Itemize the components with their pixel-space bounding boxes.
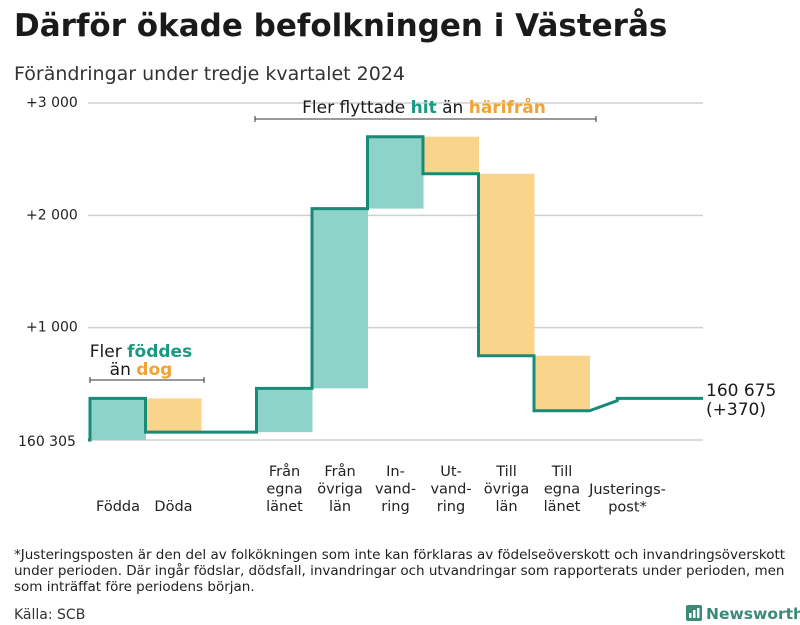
category-label-justering: Justerings- xyxy=(588,482,666,498)
brand-name: Newsworthy xyxy=(706,605,800,623)
births-annotation-line2: än dog xyxy=(110,360,173,380)
category-label-utvandring: vand- xyxy=(430,482,471,498)
footnote-line-1: *Justeringsposten är den del av folkökni… xyxy=(14,547,785,563)
category-label-invandring: ring xyxy=(381,499,409,515)
category-label-fran_ovriga: övriga xyxy=(317,482,363,498)
y-tick-label: +2 000 xyxy=(26,207,78,223)
category-label-justering: post* xyxy=(608,500,647,516)
bar-invandring xyxy=(367,136,424,209)
bar-utvandring xyxy=(423,136,479,174)
bar-till_ovriga xyxy=(478,173,535,356)
category-labels: Födda DödaFrånegnalänetFrånövrigalänIn-va… xyxy=(96,463,666,516)
category-label-utvandring: Ut- xyxy=(440,464,462,480)
migration-bracket xyxy=(254,116,597,122)
category-label-doda: Döda xyxy=(154,499,192,515)
migration-annotation-text: Fler flyttade hit än härifrån xyxy=(302,96,546,118)
bar-fran_egna xyxy=(256,388,313,433)
bars xyxy=(90,136,590,440)
category-label-till_egna: länet xyxy=(544,499,581,515)
footnote-line-2: under perioden. Där ingår födslar, dödsf… xyxy=(14,562,784,579)
bar-fodda xyxy=(90,398,146,440)
category-label-till_egna: Till xyxy=(551,464,573,480)
category-label-fran_egna: Från xyxy=(269,463,300,480)
footnote-line-3: som inträffat före periodens början. xyxy=(14,579,255,595)
category-label-till_egna: egna xyxy=(544,482,580,498)
y-tick-label: +3 000 xyxy=(26,95,78,111)
category-label-fodda: Födda xyxy=(96,499,140,515)
category-label-invandring: In- xyxy=(386,464,405,480)
source-label: Källa: SCB xyxy=(14,607,85,623)
cumulative-step-line xyxy=(88,135,703,442)
end-value-label: 160 675 xyxy=(706,381,776,401)
end-change-label: (+370) xyxy=(706,400,766,420)
category-label-till_ovriga: Till xyxy=(495,464,517,480)
bar-doda xyxy=(145,398,202,433)
births-annotation: Fler föddes än dog xyxy=(89,342,205,383)
migration-annotation: Fler flyttade hit än härifrån xyxy=(254,96,597,122)
y-tick-label: 160 305 xyxy=(18,434,76,450)
y-tick-label: +1 000 xyxy=(26,320,78,336)
category-label-till_ovriga: län xyxy=(495,499,517,515)
brand-logo: Newsworthy xyxy=(686,605,800,623)
category-label-fran_ovriga: Från xyxy=(324,463,355,480)
y-axis-ticks: 160 305 +1 000 +2 000 +3 000 xyxy=(18,95,78,450)
category-label-fran_egna: egna xyxy=(266,482,302,498)
category-label-till_ovriga: övriga xyxy=(484,482,530,498)
category-label-utvandring: ring xyxy=(437,499,465,515)
grid-lines xyxy=(88,102,703,441)
chart-title: Därför ökade befolkningen i Västerås xyxy=(14,8,667,44)
births-annotation-line1: Fler föddes xyxy=(90,342,192,362)
chart-subtitle: Förändringar under tredje kvartalet 2024 xyxy=(14,63,405,85)
bar-chart-icon xyxy=(686,605,702,621)
category-label-fran_egna: länet xyxy=(266,499,303,515)
category-label-invandring: vand- xyxy=(375,482,416,498)
category-label-fran_ovriga: län xyxy=(329,499,351,515)
births-bracket xyxy=(89,377,205,383)
bar-fran_ovriga xyxy=(312,208,368,389)
bar-till_egna xyxy=(534,355,590,411)
